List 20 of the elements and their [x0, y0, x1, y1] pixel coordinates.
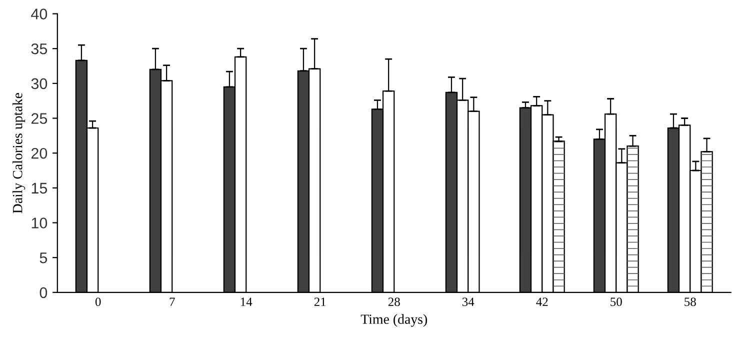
y-tick-label: 5: [40, 252, 48, 264]
x-tick-label: 14: [240, 298, 252, 306]
y-tick-label: 25: [31, 113, 48, 124]
y-tick-label: 30: [31, 78, 48, 90]
y-tick-label: 0: [40, 287, 48, 298]
y-tick-label: 20: [31, 148, 48, 159]
y-tick-label: 40: [31, 8, 48, 20]
x-tick-label: 21: [314, 298, 326, 306]
x-tick-label: 42: [536, 298, 548, 306]
y-tick-label: 15: [32, 182, 48, 194]
y-tick-label: 10: [32, 218, 48, 228]
x-tick-label: 0: [95, 298, 101, 306]
x-tick-label: 7: [170, 298, 175, 306]
y-axis-title: Daily Calories uptake: [12, 93, 26, 214]
x-tick-label: 50: [610, 298, 622, 306]
y-tick-label: 35: [31, 43, 48, 54]
x-tick-label: 34: [462, 298, 474, 306]
x-axis-title: Time (days): [360, 314, 428, 327]
x-tick-label: 58: [684, 298, 696, 306]
x-tick-label: 28: [388, 298, 400, 306]
